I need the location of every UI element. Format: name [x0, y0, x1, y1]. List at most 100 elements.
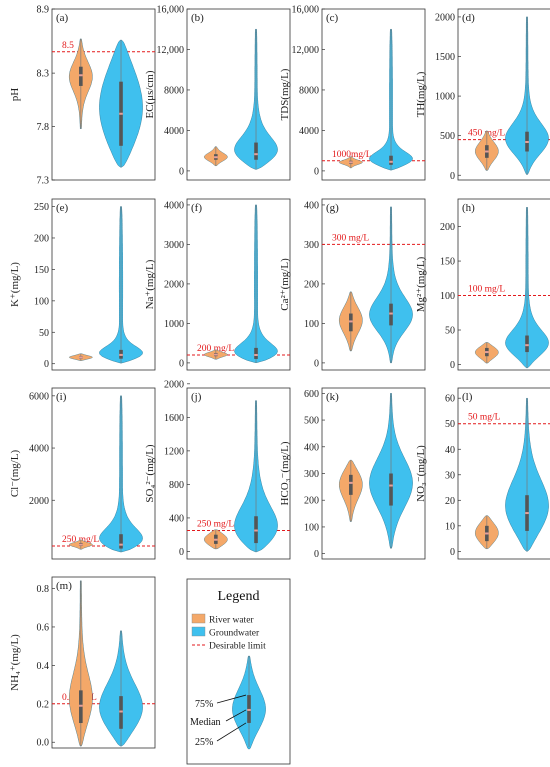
panel-e: 0 50 100 150 200 250 K⁺(mg/L) (e): [9, 198, 156, 371]
y-tick-label: 0: [314, 166, 319, 177]
y-axis-title: EC(μs/cm): [144, 70, 156, 118]
y-axis-title: K⁺(mg/L): [9, 262, 21, 307]
panel-b: 0 4000 8000 12,000 16,000 EC(μs/cm) (b): [144, 5, 291, 181]
y-tick-label: 8000: [299, 85, 319, 96]
y-tick-label: 250: [34, 202, 49, 213]
y-axis-title: Mg²⁺(mg/L): [415, 256, 427, 312]
river-water-median-marker: [79, 543, 83, 546]
y-tick-label: 2000: [164, 279, 184, 290]
river-water-median-marker: [214, 538, 218, 541]
y-tick-label: 40: [445, 445, 455, 456]
legend-example-median: [247, 708, 251, 711]
legend-annotation-label: 75%: [195, 699, 213, 710]
panel-label: (c): [326, 12, 339, 24]
panel-a: 7.3 7.8 8.3 8.9 pH 8.5 (a): [9, 5, 156, 187]
y-tick-label: 0: [179, 547, 184, 558]
legend-annotation-label: 25%: [195, 737, 213, 748]
groundwater-median-marker: [389, 160, 393, 163]
y-tick-label: 400: [169, 513, 184, 524]
panel-frame: [51, 576, 156, 749]
panel-label: (j): [191, 391, 202, 403]
y-axis-title: TDS(mg/L): [279, 68, 291, 120]
legend-river-swatch: [191, 613, 206, 624]
y-tick-label: 0: [450, 171, 455, 182]
river-water-median-marker: [214, 353, 218, 356]
y-tick-label: 400: [304, 200, 319, 211]
panel-label: (e): [56, 202, 69, 214]
river-water-median-marker: [79, 704, 83, 707]
y-tick-label: 1200: [164, 446, 184, 457]
y-tick-label: 0: [314, 549, 319, 560]
y-tick-label: 400: [304, 442, 319, 453]
y-tick-label: 2000: [435, 12, 455, 23]
legend-item-label: Desirable limit: [209, 642, 266, 652]
panel-label: (k): [326, 391, 339, 403]
y-tick-label: 200: [440, 222, 455, 233]
groundwater-median-marker: [254, 153, 258, 156]
desirable-limit-label: 200 mg/L: [197, 344, 234, 354]
y-tick-label: 6000: [29, 391, 49, 402]
legend-item-label: River water: [209, 616, 254, 626]
panel-k: 0 100 200 300 400 500 600 HCO₃⁻(mg/L) (k): [279, 387, 426, 560]
desirable-limit-label: 1000mg/L: [332, 150, 372, 160]
y-tick-label: 4000: [164, 126, 184, 137]
panel-frame: [457, 8, 550, 181]
y-tick-label: 4000: [164, 200, 184, 211]
panel-frame: [186, 387, 291, 560]
y-tick-label: 100: [304, 319, 319, 330]
y-tick-label: 200: [34, 233, 49, 244]
panel-frame: [457, 387, 550, 560]
y-axis-title: SO₄²⁻(mg/L): [144, 444, 156, 502]
y-tick-label: 0: [179, 358, 184, 369]
legend-annotation-pointer: [225, 709, 247, 722]
legend-title: Legend: [218, 589, 260, 604]
river-water-iqr-box: [79, 66, 83, 86]
y-axis-title: Na⁺(mg/L): [144, 259, 156, 309]
river-water-median-marker: [214, 156, 218, 159]
y-tick-label: 150: [440, 257, 455, 268]
y-axis-title: TH(mg/L): [415, 71, 427, 117]
y-tick-label: 30: [445, 470, 455, 481]
river-water-median-marker: [485, 150, 489, 153]
y-tick-label: 0: [450, 360, 455, 371]
groundwater-iqr-box: [389, 155, 393, 165]
river-water-median-marker: [349, 320, 353, 323]
groundwater-iqr-box: [389, 473, 393, 506]
legend-item-label: Groundwater: [209, 629, 260, 639]
y-tick-label: 16,000: [157, 5, 185, 16]
y-axis-title: NO₃⁻(mg/L): [415, 445, 427, 502]
groundwater-iqr-box: [525, 335, 529, 353]
groundwater-median-marker: [525, 344, 529, 347]
y-tick-label: 50: [39, 328, 49, 339]
groundwater-median-marker: [119, 353, 123, 356]
y-tick-label: 0.8: [37, 584, 50, 595]
y-tick-label: 0.6: [37, 622, 50, 633]
river-water-median-marker: [349, 161, 353, 164]
y-tick-label: 50: [445, 419, 455, 430]
y-tick-label: 12,000: [292, 45, 320, 56]
panel-frame: [186, 8, 291, 181]
y-tick-label: 150: [34, 265, 49, 276]
y-tick-label: 0.4: [37, 661, 50, 672]
y-tick-label: 12,000: [157, 45, 185, 56]
y-tick-label: 16,000: [292, 5, 320, 16]
y-tick-label: 1600: [164, 413, 184, 424]
groundwater-iqr-box: [254, 347, 258, 359]
y-axis-title: Cl⁻(mg/L): [9, 449, 21, 497]
y-tick-label: 3000: [164, 240, 184, 251]
river-water-median-marker: [349, 481, 353, 484]
y-axis-title: Ca²⁺(mg/L): [279, 258, 291, 311]
river-water-median-marker: [79, 356, 83, 359]
y-axis-title: pH: [9, 88, 21, 102]
panel-label: (m): [56, 580, 72, 592]
panel-frame: [51, 198, 156, 371]
y-tick-label: 4000: [29, 444, 49, 455]
y-axis-title: HCO₃⁻(mg/L): [279, 441, 291, 505]
y-tick-label: 7.3: [37, 176, 50, 187]
panel-h: 0 50 100 150 200 Mg²⁺(mg/L) 100 mg/L (h): [415, 198, 550, 371]
y-tick-label: 0: [450, 547, 455, 558]
desirable-limit-label: 8.5: [62, 41, 74, 51]
panel-frame: [321, 8, 426, 181]
y-tick-label: 0: [314, 358, 319, 369]
